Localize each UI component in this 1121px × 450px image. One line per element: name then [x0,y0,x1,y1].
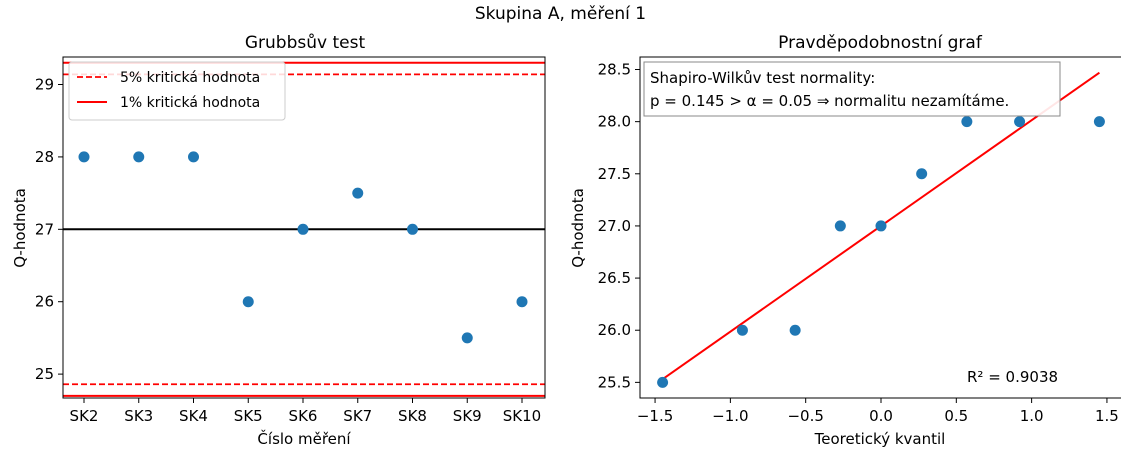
quantile-point [1093,116,1105,128]
probability-y-tick-label: 28.5 [598,61,631,79]
probability-x-tick-label: 0.0 [869,407,893,425]
shapiro-annotation-line1: Shapiro-Wilkův test normality: [650,69,875,87]
grubbs-point-SK9 [461,332,473,344]
grubbs-y-tick-label: 28 [35,148,54,166]
grubbs-point-SK2 [78,151,90,163]
grubbs-legend: 5% kritická hodnota 1% kritická hodnota [68,61,286,121]
grubbs-x-label: Číslo měření [257,429,351,448]
r-squared-label: R² = 0.9038 [967,368,1058,386]
grubbs-x-tick-label: SK8 [398,407,427,425]
grubbs-point-SK3 [133,151,145,163]
grubbs-x-tick-label: SK7 [343,407,372,425]
grubbs-title: Grubbsův test [245,33,366,53]
probability-x-tick-label: −1.5 [637,407,673,425]
grubbs-point-SK5 [242,296,254,308]
probability-title: Pravděpodobnostní graf [778,33,983,53]
quantile-point [961,116,973,128]
grubbs-x-tick-label: SK9 [453,407,482,425]
probability-y-tick-label: 27.0 [598,217,631,235]
probability-x-tick-label: −1.0 [712,407,748,425]
shapiro-annotation-line2: p = 0.145 > α = 0.05 ⇒ normalitu nezamít… [650,92,1009,110]
quantile-point [736,324,748,336]
probability-y-tick-label: 25.5 [598,373,631,391]
legend-1pct-label: 1% kritická hodnota [120,95,260,111]
legend-5pct-label: 5% kritická hodnota [120,70,260,86]
probability-x-tick-label: 0.5 [944,407,968,425]
quantile-point [1014,116,1026,128]
grubbs-point-SK8 [407,223,418,235]
grubbs-x-tick-label: SK5 [234,407,263,425]
probability-chart: Pravděpodobnostní graf −1.5 −1.0 −0.5 0.0 0.… [569,33,1121,448]
grubbs-x-tick-label: SK4 [179,407,208,425]
probability-x-label: Teoretický kvantil [814,430,946,448]
quantile-point [916,168,928,180]
probability-y-label: Q-hodnota [569,188,587,268]
quantile-point [789,324,801,336]
grubbs-x-tick-label: SK3 [124,407,153,425]
grubbs-x-tick-label: SK2 [70,407,99,425]
probability-y-tick-label: 28.0 [598,113,631,131]
grubbs-chart: Grubbsův test SK2 SK3 SK4 SK5 SK6 SK7 SK8 SK9 SK… [11,33,546,448]
grubbs-axes-frame [62,56,546,399]
shapiro-annotation-box: Shapiro-Wilkův test normality: p = 0.145… [643,61,1061,117]
grubbs-point-SK4 [188,151,199,163]
grubbs-x-tick-label: SK6 [289,407,318,425]
grubbs-point-SK10 [516,296,528,308]
probability-y-tick-label: 26.5 [598,269,631,287]
probability-x-tick-label: −0.5 [787,407,823,425]
probability-y-tick-label: 26.0 [598,321,631,339]
grubbs-y-tick-label: 25 [35,365,54,383]
grubbs-y-tick-label: 27 [35,220,54,238]
probability-x-tick-label: 1.5 [1095,407,1119,425]
figure-title: Skupina A, měření 1 [474,4,647,24]
probability-axes-frame [639,56,1121,399]
quantile-point [834,220,846,232]
quantile-point [875,220,887,232]
grubbs-y-tick-label: 26 [35,293,54,311]
probability-y-tick-label: 27.5 [598,165,631,183]
probability-x-tick-label: 1.0 [1020,407,1044,425]
grubbs-x-tick-label: SK10 [503,407,541,425]
grubbs-y-label: Q-hodnota [11,188,29,268]
grubbs-y-tick-label: 29 [35,76,54,94]
grubbs-point-SK7 [352,187,364,199]
quantile-point [657,376,669,388]
grubbs-point-SK6 [297,223,309,235]
